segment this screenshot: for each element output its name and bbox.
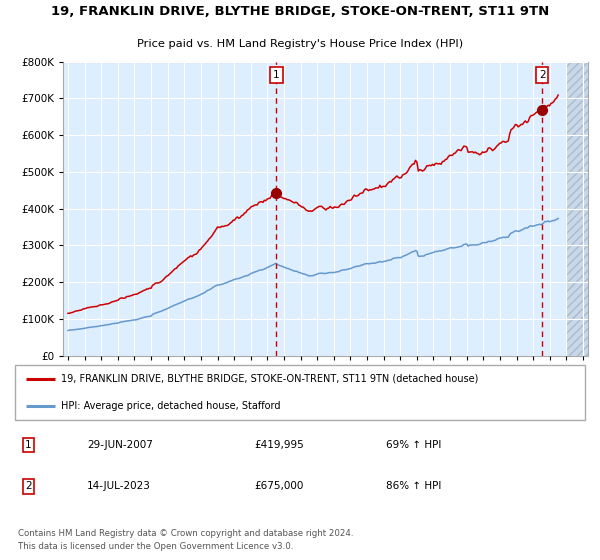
Text: 69% ↑ HPI: 69% ↑ HPI <box>386 440 442 450</box>
Text: 19, FRANKLIN DRIVE, BLYTHE BRIDGE, STOKE-ON-TRENT, ST11 9TN (detached house): 19, FRANKLIN DRIVE, BLYTHE BRIDGE, STOKE… <box>61 374 478 384</box>
Text: Price paid vs. HM Land Registry's House Price Index (HPI): Price paid vs. HM Land Registry's House … <box>137 39 463 49</box>
Text: 2: 2 <box>25 482 31 491</box>
FancyBboxPatch shape <box>15 365 585 421</box>
Text: 14-JUL-2023: 14-JUL-2023 <box>87 482 151 491</box>
Text: HPI: Average price, detached house, Stafford: HPI: Average price, detached house, Staf… <box>61 402 280 412</box>
Text: £675,000: £675,000 <box>254 482 303 491</box>
Text: Contains HM Land Registry data © Crown copyright and database right 2024.
This d: Contains HM Land Registry data © Crown c… <box>18 529 353 550</box>
Text: £419,995: £419,995 <box>254 440 304 450</box>
Text: 86% ↑ HPI: 86% ↑ HPI <box>386 482 442 491</box>
Text: 1: 1 <box>25 440 31 450</box>
Text: 19, FRANKLIN DRIVE, BLYTHE BRIDGE, STOKE-ON-TRENT, ST11 9TN: 19, FRANKLIN DRIVE, BLYTHE BRIDGE, STOKE… <box>51 5 549 18</box>
Text: 1: 1 <box>273 70 280 80</box>
Text: 29-JUN-2007: 29-JUN-2007 <box>87 440 153 450</box>
Text: 2: 2 <box>539 70 545 80</box>
Bar <box>566 62 588 356</box>
